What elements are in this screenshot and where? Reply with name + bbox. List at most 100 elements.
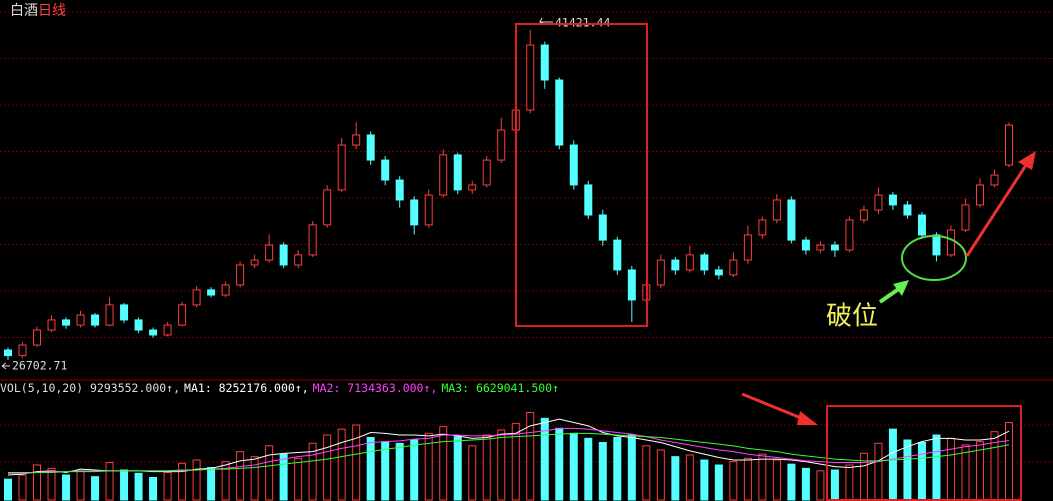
- low-label: 26702.71: [12, 359, 67, 373]
- volume-bar: [381, 441, 390, 501]
- candle-body: [975, 184, 984, 206]
- volume-bar: [294, 457, 303, 501]
- candle-body: [990, 174, 999, 186]
- volume-box: [826, 405, 1022, 501]
- volume-bar: [439, 426, 448, 501]
- volume-bar: [917, 442, 926, 501]
- candle-body: [453, 154, 462, 191]
- volume-bar: [410, 439, 419, 501]
- volume-bar: [584, 437, 593, 501]
- candle-body: [903, 204, 912, 216]
- volume-bar: [62, 474, 71, 501]
- candle-body: [540, 44, 549, 81]
- volume-bar: [830, 469, 839, 501]
- green-arrow: [878, 286, 902, 304]
- volume-bar: [76, 470, 85, 501]
- volume-bar: [685, 454, 694, 501]
- volume-bar: [192, 459, 201, 501]
- volume-bar: [1005, 422, 1013, 501]
- volume-bar: [395, 442, 404, 501]
- volume-bar: [47, 467, 56, 501]
- volume-bar: [134, 472, 143, 501]
- candle-body: [323, 189, 332, 226]
- volume-bar: [845, 464, 854, 501]
- marks: [4, 29, 1013, 501]
- title: 白酒日线: [10, 3, 66, 19]
- candle-body: [555, 79, 564, 146]
- annotation: 破位: [826, 302, 878, 332]
- candle-body: [482, 159, 491, 186]
- ma3-value: : 6629041.500↑: [462, 381, 559, 395]
- volume-bar: [120, 469, 129, 501]
- ma-line: [8, 432, 1010, 473]
- candle-body: [787, 199, 796, 241]
- volume-bar: [743, 457, 752, 501]
- candle-body: [192, 289, 201, 306]
- candle-body: [497, 129, 506, 161]
- candle-body: [76, 314, 85, 326]
- candle-body: [598, 214, 607, 241]
- candle-body: [105, 304, 114, 326]
- volume-bar: [642, 445, 651, 501]
- volume-bar: [758, 453, 767, 501]
- candle-body: [163, 324, 172, 336]
- volume-bar: [613, 437, 622, 501]
- green-arrow-head: [893, 280, 909, 296]
- volume-bar: [468, 445, 477, 501]
- candle-body: [207, 289, 216, 296]
- up-arrow: [965, 161, 1030, 257]
- volume-arrow: [741, 392, 807, 422]
- ma-line: [7, 418, 1010, 476]
- candle-body: [178, 304, 187, 326]
- highlight-box: [515, 23, 648, 327]
- volume-bar: [497, 429, 506, 501]
- candle-body: [91, 314, 100, 326]
- candle-body: [932, 234, 941, 256]
- candle-body: [337, 144, 346, 191]
- ma3-name: MA3: [441, 381, 462, 395]
- candle-body: [265, 244, 274, 261]
- candle-body: [221, 284, 230, 296]
- candle-body: [946, 229, 955, 256]
- volume-arrow-head: [797, 411, 818, 425]
- candle-body: [917, 214, 926, 236]
- candle-body: [613, 239, 622, 271]
- candle-body: [47, 319, 56, 331]
- candle-body: [888, 194, 897, 206]
- volume-bar: [105, 462, 114, 501]
- candle-body: [250, 259, 259, 266]
- candle-body: [424, 194, 433, 226]
- volume-bar: [714, 464, 723, 501]
- volume-bar: [178, 462, 187, 501]
- volume-bar: [265, 445, 274, 501]
- candle-body: [816, 244, 825, 251]
- volume-bar: [511, 422, 520, 501]
- vol-title: VOL(5,10,20): [0, 381, 83, 395]
- candle-body: [468, 184, 477, 191]
- candle-body: [62, 319, 71, 326]
- volume-header: VOL(5,10,20) 9293552.000↑, MA1: 8252176.0…: [0, 381, 559, 395]
- candle-body: [18, 344, 27, 357]
- candle-body: [671, 259, 680, 271]
- candle-body: [4, 349, 12, 357]
- candle-body: [801, 239, 810, 251]
- candle-body: [758, 219, 767, 236]
- volume-bar: [366, 437, 375, 501]
- candle-body: [439, 154, 448, 196]
- candle-body: [714, 269, 723, 276]
- volume-bar: [729, 461, 738, 501]
- ma2-value: : 7134363.000↑,: [333, 381, 437, 395]
- candle-body: [395, 179, 404, 201]
- volume-bar: [4, 478, 12, 501]
- volume-bar: [91, 476, 100, 501]
- volume-bar: [250, 456, 259, 501]
- low-arrow: [1, 362, 10, 370]
- candle-body: [1005, 124, 1013, 166]
- volume-bar: [569, 432, 578, 501]
- high-label: 41421.44: [555, 16, 610, 30]
- volume-bar: [627, 434, 636, 501]
- candle-body: [874, 194, 883, 211]
- candle-body: [294, 254, 303, 266]
- candle-body: [279, 244, 288, 266]
